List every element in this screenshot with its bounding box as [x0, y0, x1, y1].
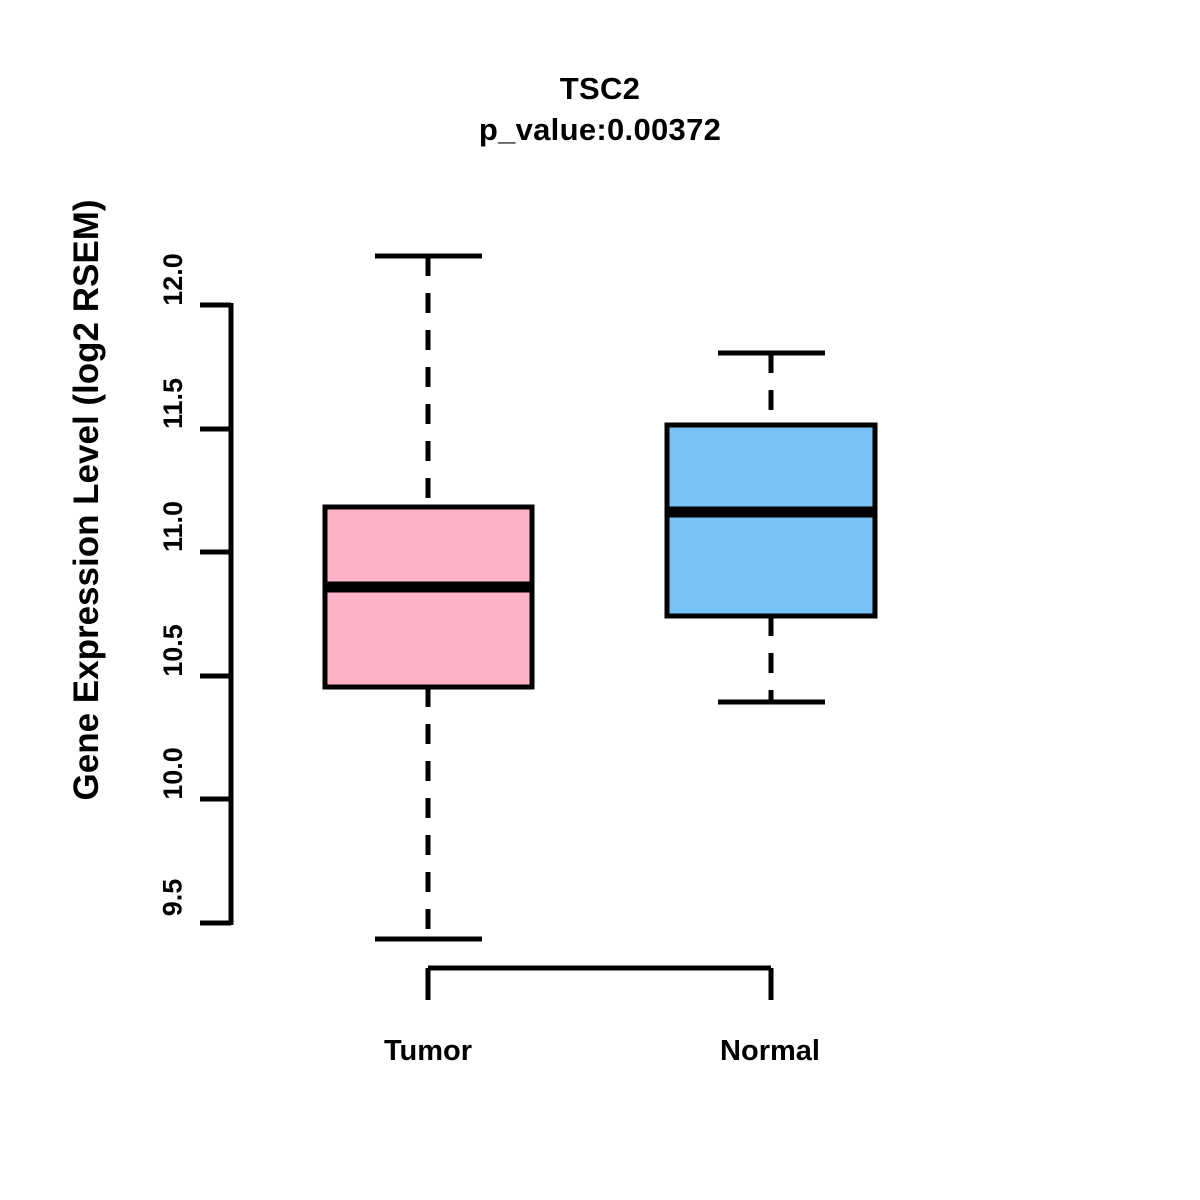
x-tick-label-tumor: Tumor	[383, 1035, 473, 1067]
x-tick-label-normal: Normal	[720, 1035, 820, 1067]
x-axis	[425, 965, 774, 1000]
box-group-tumor	[322, 253, 535, 942]
box-rect-tumor	[322, 504, 535, 690]
y-axis	[200, 302, 234, 926]
chart-title-block: TSC2 p_value:0.00372	[0, 68, 1200, 150]
chart-title: TSC2	[559, 71, 641, 106]
box-rect-normal	[664, 422, 878, 619]
box-group-normal	[664, 350, 878, 705]
chart-subtitle-pvalue: p_value:0.00372	[478, 112, 722, 148]
